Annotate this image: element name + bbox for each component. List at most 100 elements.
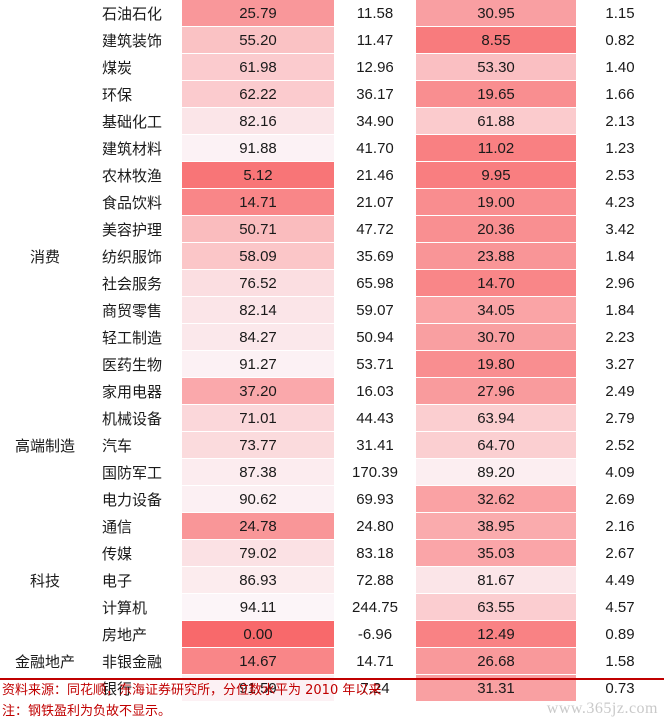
industry-cell: 商贸零售 xyxy=(90,296,182,324)
value-2-cell: 244.75 xyxy=(334,593,416,621)
value-2-cell: 21.07 xyxy=(334,188,416,216)
value-4-cell: 2.13 xyxy=(576,107,664,135)
percentile-3-cell: 11.02 xyxy=(416,134,576,162)
industry-cell: 石油石化 xyxy=(90,0,182,27)
percentile-3-cell: 34.05 xyxy=(416,296,576,324)
table-body: 石油石化 25.79 11.58 30.95 1.15 建筑装饰 55.20 11.47 8.5… xyxy=(0,0,664,702)
percentile-1-cell: 91.88 xyxy=(182,134,334,162)
value-2-cell: 69.93 xyxy=(334,485,416,513)
group-label-cell xyxy=(0,269,90,297)
group-label-cell xyxy=(0,620,90,648)
group-label-cell xyxy=(0,512,90,540)
percentile-1-cell: 14.71 xyxy=(182,188,334,216)
value-4-cell: 2.67 xyxy=(576,539,664,567)
group-label-cell xyxy=(0,350,90,378)
value-4-cell: 4.23 xyxy=(576,188,664,216)
industry-cell: 传媒 xyxy=(90,539,182,567)
value-2-cell: 11.58 xyxy=(334,0,416,27)
percentile-1-cell: 37.20 xyxy=(182,377,334,405)
value-2-cell: 50.94 xyxy=(334,323,416,351)
group-label-cell xyxy=(0,458,90,486)
group-label-cell xyxy=(0,107,90,135)
table-row: 电力设备 90.62 69.93 32.62 2.69 xyxy=(0,485,664,513)
percentile-3-cell: 9.95 xyxy=(416,161,576,189)
value-2-cell: 12.96 xyxy=(334,53,416,81)
industry-cell: 国防军工 xyxy=(90,458,182,486)
percentile-3-cell: 89.20 xyxy=(416,458,576,486)
percentile-1-cell: 24.78 xyxy=(182,512,334,540)
value-2-cell: 41.70 xyxy=(334,134,416,162)
group-label-cell xyxy=(0,296,90,324)
remark-note: 注：钢铁盈利为负故不显示。 xyxy=(2,704,172,719)
percentile-3-cell: 27.96 xyxy=(416,377,576,405)
group-label-cell xyxy=(0,188,90,216)
percentile-1-cell: 79.02 xyxy=(182,539,334,567)
industry-cell: 汽车 xyxy=(90,431,182,459)
percentile-1-cell: 91.27 xyxy=(182,350,334,378)
industry-cell: 计算机 xyxy=(90,593,182,621)
group-label-cell xyxy=(0,485,90,513)
industry-cell: 医药生物 xyxy=(90,350,182,378)
value-4-cell: 2.16 xyxy=(576,512,664,540)
percentile-3-cell: 61.88 xyxy=(416,107,576,135)
industry-cell: 家用电器 xyxy=(90,377,182,405)
industry-cell: 食品饮料 xyxy=(90,188,182,216)
percentile-3-cell: 19.80 xyxy=(416,350,576,378)
valuation-table: 石油石化 25.79 11.58 30.95 1.15 建筑装饰 55.20 11.47 8.5… xyxy=(0,0,664,702)
percentile-3-cell: 32.62 xyxy=(416,485,576,513)
group-label-cell xyxy=(0,539,90,567)
value-4-cell: 4.09 xyxy=(576,458,664,486)
value-4-cell: 2.52 xyxy=(576,431,664,459)
value-2-cell: 16.03 xyxy=(334,377,416,405)
group-label-cell xyxy=(0,134,90,162)
value-4-cell: 2.49 xyxy=(576,377,664,405)
percentile-3-cell: 35.03 xyxy=(416,539,576,567)
group-label-cell: 高端制造 xyxy=(0,431,90,459)
group-label-cell xyxy=(0,161,90,189)
percentile-1-cell: 73.77 xyxy=(182,431,334,459)
table-row: 传媒 79.02 83.18 35.03 2.67 xyxy=(0,539,664,567)
percentile-1-cell: 76.52 xyxy=(182,269,334,297)
value-2-cell: -6.96 xyxy=(334,620,416,648)
percentile-3-cell: 63.55 xyxy=(416,593,576,621)
percentile-1-cell: 55.20 xyxy=(182,26,334,54)
group-label-cell xyxy=(0,323,90,351)
value-2-cell: 36.17 xyxy=(334,80,416,108)
value-4-cell: 1.66 xyxy=(576,80,664,108)
industry-cell: 煤炭 xyxy=(90,53,182,81)
percentile-3-cell: 38.95 xyxy=(416,512,576,540)
value-4-cell: 2.23 xyxy=(576,323,664,351)
industry-cell: 农林牧渔 xyxy=(90,161,182,189)
percentile-3-cell: 53.30 xyxy=(416,53,576,81)
percentile-1-cell: 82.14 xyxy=(182,296,334,324)
table-row: 科技 电子 86.93 72.88 81.67 4.49 xyxy=(0,566,664,594)
value-4-cell: 1.40 xyxy=(576,53,664,81)
percentile-1-cell: 94.11 xyxy=(182,593,334,621)
industry-cell: 环保 xyxy=(90,80,182,108)
table-row: 房地产 0.00 -6.96 12.49 0.89 xyxy=(0,620,664,648)
table-row: 计算机 94.11 244.75 63.55 4.57 xyxy=(0,593,664,621)
group-label-cell xyxy=(0,53,90,81)
value-2-cell: 14.71 xyxy=(334,647,416,675)
table-row: 煤炭 61.98 12.96 53.30 1.40 xyxy=(0,53,664,81)
percentile-1-cell: 5.12 xyxy=(182,161,334,189)
value-4-cell: 3.27 xyxy=(576,350,664,378)
industry-cell: 美容护理 xyxy=(90,215,182,243)
percentile-1-cell: 82.16 xyxy=(182,107,334,135)
value-4-cell: 1.58 xyxy=(576,647,664,675)
group-label-cell xyxy=(0,26,90,54)
table-row: 家用电器 37.20 16.03 27.96 2.49 xyxy=(0,377,664,405)
table-row: 环保 62.22 36.17 19.65 1.66 xyxy=(0,80,664,108)
value-4-cell: 1.15 xyxy=(576,0,664,27)
percentile-3-cell: 30.70 xyxy=(416,323,576,351)
industry-cell: 建筑装饰 xyxy=(90,26,182,54)
value-2-cell: 53.71 xyxy=(334,350,416,378)
percentile-3-cell: 64.70 xyxy=(416,431,576,459)
percentile-1-cell: 14.67 xyxy=(182,647,334,675)
industry-cell: 基础化工 xyxy=(90,107,182,135)
percentile-1-cell: 71.01 xyxy=(182,404,334,432)
group-label-cell xyxy=(0,404,90,432)
industry-cell: 电力设备 xyxy=(90,485,182,513)
percentile-3-cell: 19.65 xyxy=(416,80,576,108)
value-4-cell: 0.89 xyxy=(576,620,664,648)
